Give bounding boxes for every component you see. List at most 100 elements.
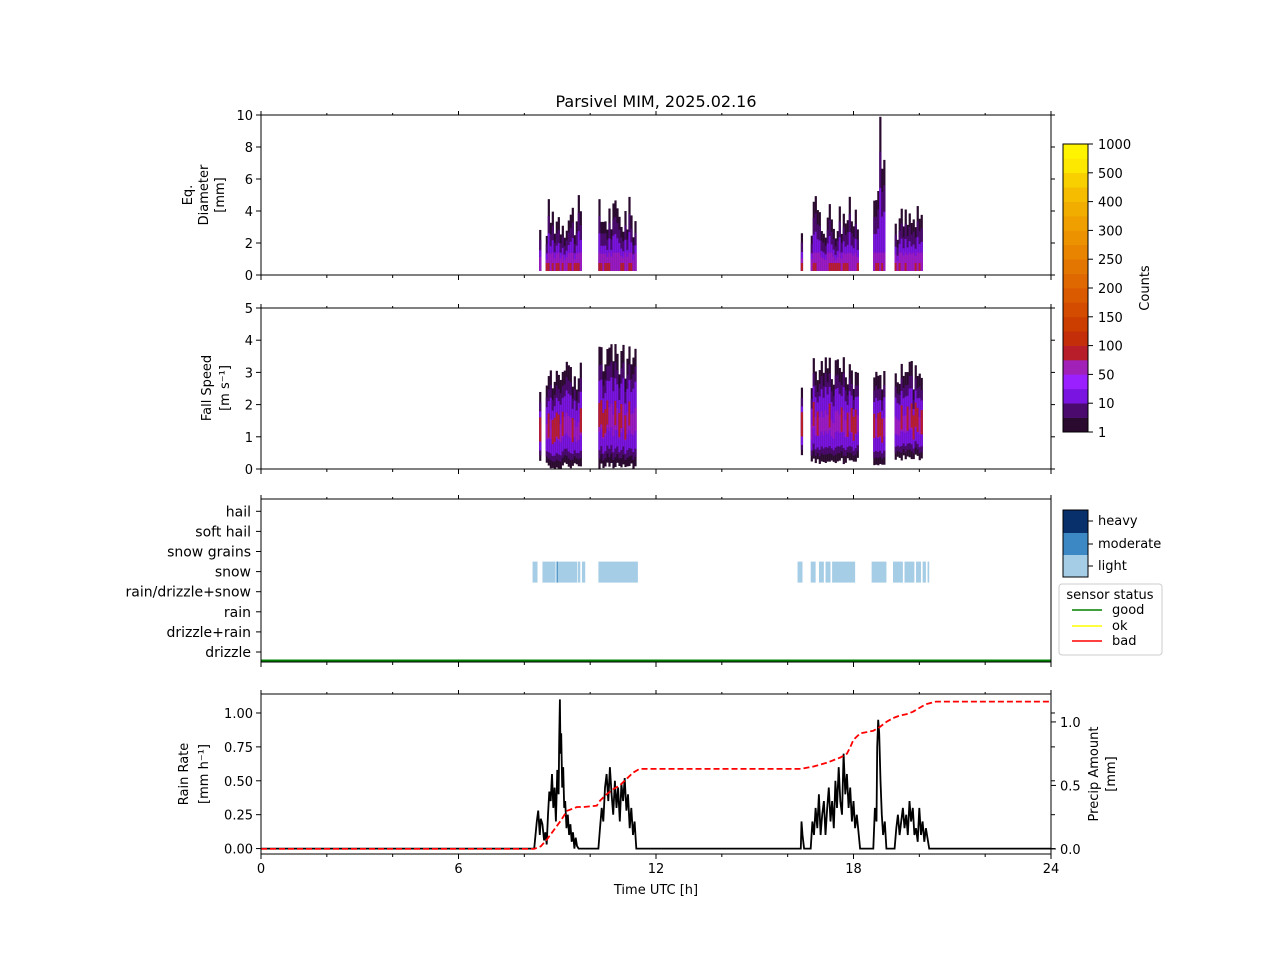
precip-type-bar [797,561,803,583]
diameter-cell [898,263,901,271]
diameter-cell [630,263,633,271]
precip-type-bar [598,561,638,583]
colorbar-tick-label: 10 [1098,397,1115,412]
diameter-cell [883,252,886,271]
fall-speed-cell-high [539,417,542,442]
diameter-cell [618,252,621,271]
fall-speed-cell-high [840,407,843,432]
diameter-cell [620,263,623,271]
colorbar-cell [1063,345,1088,361]
precip-type-bar [581,561,586,583]
diameter-cell [838,263,841,271]
colorbar-cell [1063,273,1088,289]
diameter-cell [551,252,554,271]
diameter-cell [842,263,845,271]
figure-title: Parsivel MIM, 2025.02.16 [555,92,756,111]
sensor-status-title: sensor status [1066,588,1153,603]
y-tick-label: 2 [245,237,253,252]
diameter-cell [918,252,921,271]
diameter-cell [604,263,607,271]
diameter-panel: 0 2 4 6 8 10 Eq. Diameter [mm] [181,109,1055,284]
fall-speed-cell-high [912,415,915,440]
fall-speed-cell [632,413,635,436]
diameter-cell [598,263,601,271]
diameter-cell [610,256,613,271]
precip-type-bar [904,561,915,583]
diameter-cell [567,263,570,271]
intensity-moderate-label: moderate [1098,537,1161,552]
fall-speed-cell [856,415,859,433]
fall-speed-cell-high [906,406,909,431]
diameter-cell [881,216,884,271]
diameter-cell [814,263,817,271]
fall-speed-cell-high [854,409,857,434]
colorbar-cell [1063,216,1088,231]
y-tick-label: 0 [245,269,253,284]
fall-speed-cell [883,417,886,437]
precip-type-bar [810,561,816,583]
y-tick-label: 0.75 [224,741,253,756]
diameter-cell [557,252,560,271]
colorbar-tick-label: 1000 [1098,138,1131,153]
fall-speed-cell [814,417,817,436]
diameter-cell [910,254,913,271]
colorbar-cell [1063,374,1088,390]
diameter-cell [624,252,627,271]
precip-type-label: snow grains [167,545,251,561]
rain-rate-line [261,699,1051,850]
fall-speed-cell-high [561,411,564,436]
diameter-cell [632,259,635,271]
diameter-cell [842,252,845,271]
precip-amount-ylabel-1: Precip Amount [1087,727,1102,822]
diameter-cell [832,263,835,271]
intensity-light-swatch [1063,555,1088,577]
y-tick-label: 5 [245,302,253,317]
fall-speed-cell [848,412,851,432]
fall-speed-cell-high [877,413,880,438]
colorbar-tick-label: 200 [1098,282,1123,297]
precip-type-bar [916,561,921,583]
fall-speed-cell [894,416,897,434]
diameter-cell [881,252,884,271]
precip-type-bar [542,561,556,583]
y2-tick-label: 0.0 [1060,843,1081,858]
fall-speed-cell [820,411,823,432]
diameter-cell [812,252,815,271]
rain-rate-lines [261,699,1051,850]
diameter-cell [614,252,617,271]
fall-speed-x-ticks [260,304,1052,474]
y2-tick-label: 0.5 [1060,779,1081,794]
x-tick-label: 24 [1043,862,1060,877]
x-tick-label: 0 [257,862,265,877]
fall-speed-cell [898,420,901,436]
diameter-cell [569,252,572,271]
diameter-cell [551,263,554,271]
diameter-cell [561,263,564,271]
colorbar-cell [1063,316,1088,332]
diameter-cell [838,252,841,271]
fall-speed-cell-high [614,400,617,426]
fall-speed-cell [565,412,568,434]
rain-rate-y-ticks: 0.00 0.25 0.50 0.75 1.00 [224,707,1055,858]
time-x-ticks: 0 6 12 18 24 [257,690,1059,877]
fall-speed-cell-high [852,416,855,441]
y-tick-label: 4 [245,205,253,220]
intensity-heavy-label: heavy [1098,514,1138,529]
time-xlabel: Time UTC [h] [613,883,698,898]
diameter-cell [844,254,847,271]
fall-speed-cell [549,419,552,439]
diameter-ylabel-2: Diameter [197,164,212,225]
x-tick-label: 12 [648,862,665,877]
colorbar-cell [1063,230,1088,246]
fall-speed-cell-high [606,400,609,425]
precip-type-bars [261,561,1051,662]
diameter-cell [555,253,558,271]
diameter-cell [575,253,578,271]
fall-speed-cell-high [916,407,919,432]
fall-speed-y-ticks: 0 1 2 3 4 5 [245,302,1055,478]
diameter-cell [840,258,843,271]
colorbar-tick-label: 500 [1098,167,1123,182]
diameter-cell [900,252,903,271]
precip-type-bar [532,561,538,583]
intensity-heavy-swatch [1063,510,1088,533]
